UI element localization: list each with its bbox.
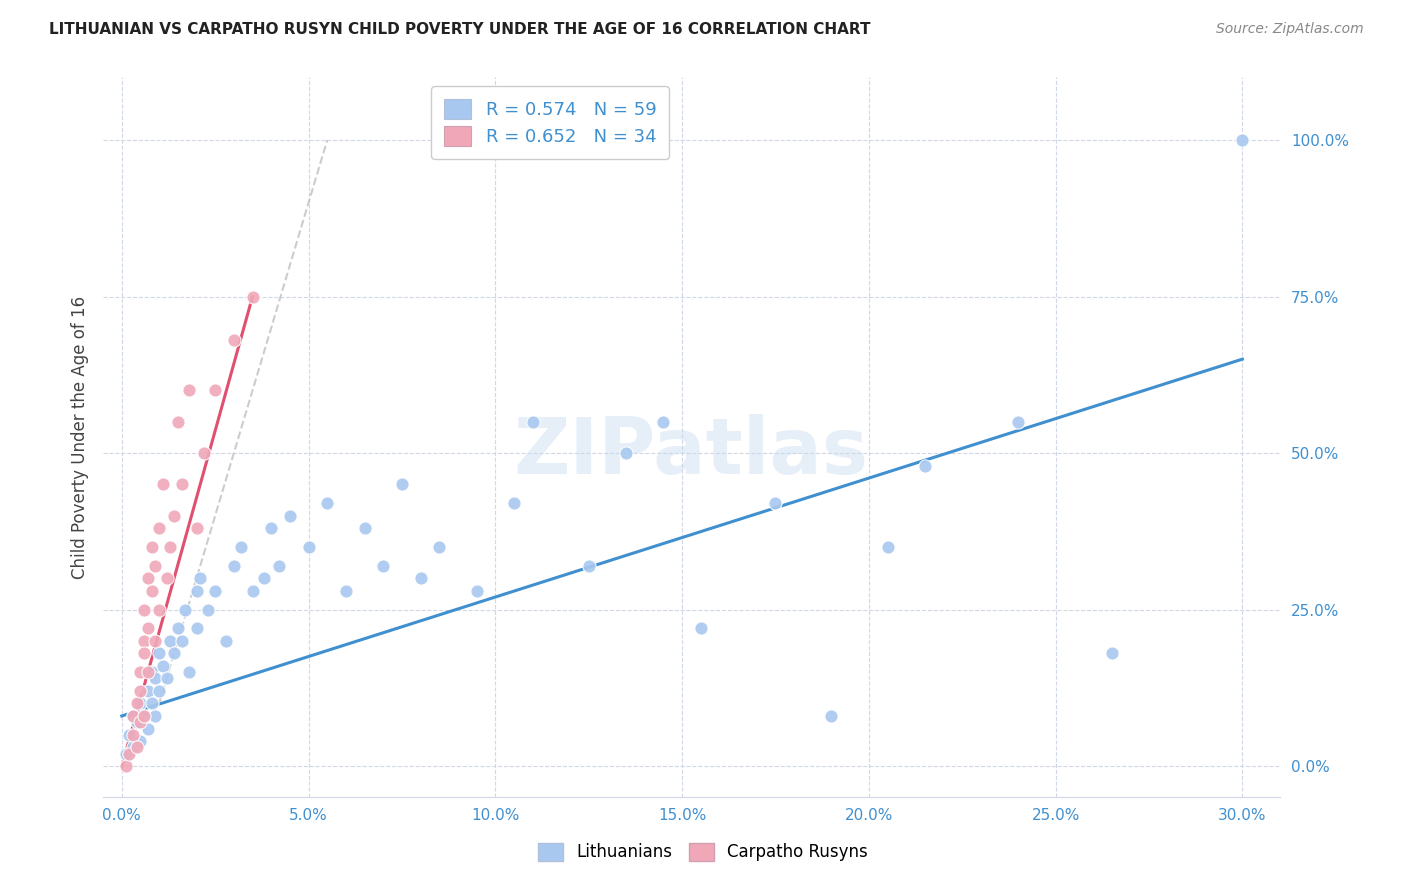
Point <box>152 477 174 491</box>
Point <box>186 583 208 598</box>
Point <box>122 709 145 723</box>
Point <box>136 665 159 680</box>
Point <box>765 496 787 510</box>
Point <box>125 715 148 730</box>
Point <box>122 709 145 723</box>
Point <box>136 722 159 736</box>
Point <box>335 583 357 598</box>
Point <box>134 709 156 723</box>
Point <box>129 665 152 680</box>
Legend: Lithuanians, Carpatho Rusyns: Lithuanians, Carpatho Rusyns <box>524 830 882 875</box>
Point <box>163 646 186 660</box>
Point <box>148 521 170 535</box>
Point <box>118 747 141 761</box>
Point <box>876 540 898 554</box>
Point <box>177 384 200 398</box>
Point <box>373 558 395 573</box>
Point <box>114 747 136 761</box>
Point <box>1007 415 1029 429</box>
Point <box>353 521 375 535</box>
Legend: R = 0.574   N = 59, R = 0.652   N = 34: R = 0.574 N = 59, R = 0.652 N = 34 <box>432 87 669 159</box>
Point <box>174 602 197 616</box>
Point <box>136 684 159 698</box>
Point <box>204 583 226 598</box>
Point <box>197 602 219 616</box>
Point <box>114 759 136 773</box>
Text: ZIPatlas: ZIPatlas <box>515 414 869 490</box>
Point <box>163 508 186 523</box>
Point <box>166 415 188 429</box>
Point <box>186 621 208 635</box>
Point <box>134 633 156 648</box>
Point <box>134 602 156 616</box>
Point <box>1232 133 1254 147</box>
Point <box>134 646 156 660</box>
Point <box>145 558 167 573</box>
Point <box>253 571 276 585</box>
Point <box>170 633 193 648</box>
Point <box>465 583 488 598</box>
Point <box>427 540 450 554</box>
Point <box>145 633 167 648</box>
Point <box>222 558 245 573</box>
Point <box>242 583 264 598</box>
Point <box>141 540 163 554</box>
Point <box>578 558 600 573</box>
Point <box>134 709 156 723</box>
Point <box>278 508 301 523</box>
Point <box>166 621 188 635</box>
Point <box>1101 646 1123 660</box>
Point <box>297 540 319 554</box>
Point <box>141 665 163 680</box>
Point <box>159 633 181 648</box>
Point <box>177 665 200 680</box>
Point <box>159 540 181 554</box>
Point <box>145 672 167 686</box>
Point <box>186 521 208 535</box>
Point <box>152 659 174 673</box>
Point <box>242 289 264 303</box>
Text: Source: ZipAtlas.com: Source: ZipAtlas.com <box>1216 22 1364 37</box>
Point <box>914 458 936 473</box>
Point <box>125 740 148 755</box>
Point <box>129 715 152 730</box>
Point <box>522 415 544 429</box>
Point <box>129 734 152 748</box>
Point <box>148 684 170 698</box>
Point <box>118 728 141 742</box>
Point <box>222 334 245 348</box>
Point <box>129 684 152 698</box>
Point <box>141 583 163 598</box>
Point <box>193 446 215 460</box>
Point <box>409 571 432 585</box>
Point <box>689 621 711 635</box>
Point <box>148 646 170 660</box>
Point <box>156 672 179 686</box>
Point <box>136 621 159 635</box>
Point <box>148 602 170 616</box>
Point <box>260 521 283 535</box>
Point <box>231 540 253 554</box>
Point <box>503 496 526 510</box>
Text: LITHUANIAN VS CARPATHO RUSYN CHILD POVERTY UNDER THE AGE OF 16 CORRELATION CHART: LITHUANIAN VS CARPATHO RUSYN CHILD POVER… <box>49 22 870 37</box>
Point <box>316 496 339 510</box>
Point <box>391 477 413 491</box>
Point <box>215 633 238 648</box>
Point <box>820 709 842 723</box>
Point <box>267 558 290 573</box>
Point <box>188 571 211 585</box>
Point <box>122 728 145 742</box>
Point <box>614 446 637 460</box>
Point <box>156 571 179 585</box>
Point <box>145 709 167 723</box>
Point <box>141 697 163 711</box>
Point <box>652 415 675 429</box>
Point <box>170 477 193 491</box>
Point <box>136 571 159 585</box>
Y-axis label: Child Poverty Under the Age of 16: Child Poverty Under the Age of 16 <box>72 296 89 579</box>
Point <box>122 740 145 755</box>
Point <box>204 384 226 398</box>
Point <box>125 697 148 711</box>
Point <box>129 697 152 711</box>
